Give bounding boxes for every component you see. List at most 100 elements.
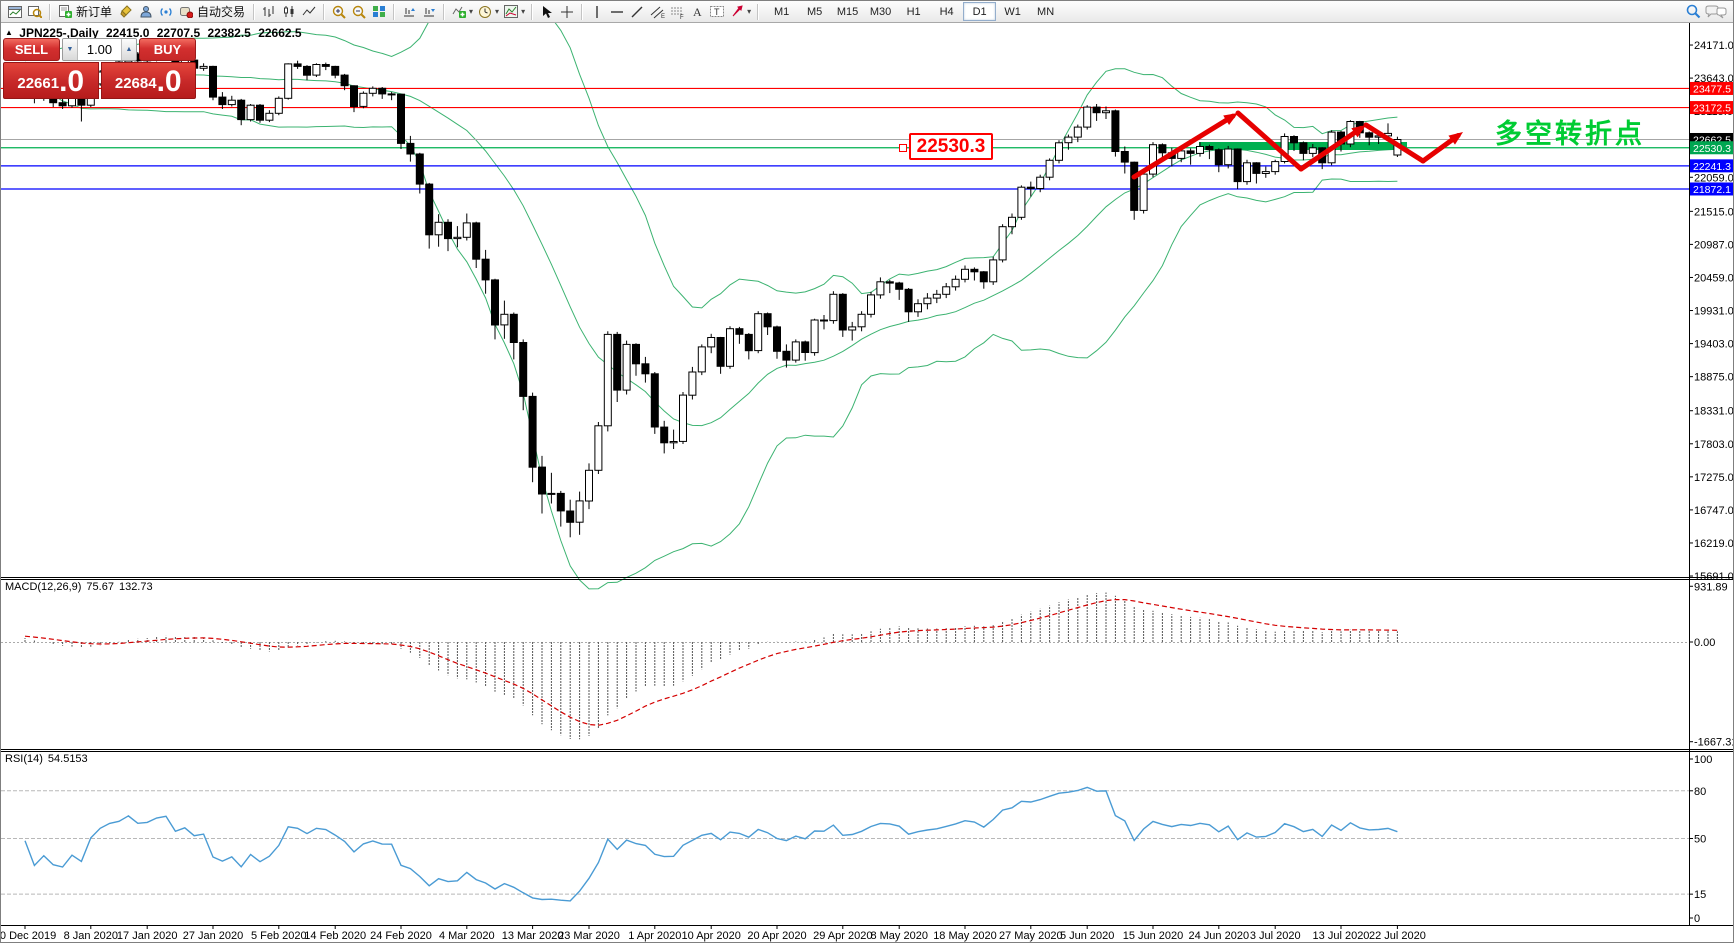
timeframe-button-M1[interactable]: M1	[773, 5, 790, 18]
volume-decrease-button[interactable]: ▼	[63, 39, 78, 60]
indicators-add-icon[interactable]	[449, 3, 469, 21]
pane-frame	[1, 23, 1733, 926]
macd-signal-line	[24, 598, 1398, 726]
sell-button[interactable]: SELL	[3, 38, 60, 61]
rsi-name: RSI(14)	[5, 753, 43, 765]
price-line-handle[interactable]	[899, 144, 907, 152]
new-order-label[interactable]: 新订单	[76, 5, 113, 19]
svg-text:18875.0: 18875.0	[1694, 372, 1734, 384]
svg-text:E: E	[661, 14, 665, 19]
svg-text:17 Jan 2020: 17 Jan 2020	[117, 930, 178, 942]
timeframe-button-W1[interactable]: W1	[1004, 5, 1021, 18]
price-level-label[interactable]: 22530.3	[909, 133, 993, 160]
periods-dropdown-caret[interactable]: ▾	[495, 7, 500, 16]
toolbar-separator	[49, 3, 51, 20]
timeframe-button-H1[interactable]: H1	[906, 5, 921, 18]
toolbar-separator	[443, 3, 446, 20]
svg-text:24171.0: 24171.0	[1694, 40, 1734, 52]
sell-price-box[interactable]: 22661 .0	[3, 62, 99, 99]
level-lines[interactable]	[1, 87, 1689, 190]
svg-text:8 Jan 2020: 8 Jan 2020	[64, 930, 118, 942]
trend-arrows[interactable]	[1131, 110, 1463, 180]
indicators-dropdown-caret[interactable]: ▾	[469, 7, 474, 16]
volume-value[interactable]: 1.00	[86, 42, 113, 57]
sell-price-main: 22661	[17, 75, 60, 92]
svg-text:17275.0: 17275.0	[1694, 472, 1734, 484]
vertical-line-icon[interactable]	[587, 3, 607, 21]
svg-text:A: A	[693, 5, 702, 18]
timeframe-button-H4[interactable]: H4	[939, 5, 954, 18]
tile-windows-icon[interactable]	[369, 3, 389, 21]
svg-text:23477.5: 23477.5	[1693, 83, 1731, 95]
arrows-dropdown-caret[interactable]: ▾	[747, 7, 752, 16]
periods-clock-icon[interactable]	[475, 3, 495, 21]
buy-price-box[interactable]: 22684 .0	[100, 62, 196, 99]
cursor-icon[interactable]	[537, 3, 557, 21]
text-label-icon[interactable]: T	[707, 3, 727, 21]
svg-text:24 Jun 2020: 24 Jun 2020	[1189, 930, 1250, 942]
arrows-tool-icon[interactable]	[727, 3, 747, 21]
horizontal-line-icon[interactable]	[607, 3, 627, 21]
macd-main-value: 75.67	[86, 581, 114, 593]
volume-stepper: ▼ 1.00 ▲	[62, 38, 137, 61]
svg-text:18331.0: 18331.0	[1694, 406, 1734, 418]
equidistant-channel-icon[interactable]: E	[647, 3, 667, 21]
svg-text:21515.0: 21515.0	[1694, 206, 1734, 218]
svg-text:0: 0	[1694, 913, 1700, 925]
svg-text:22059.0: 22059.0	[1694, 172, 1734, 184]
bar-chart-icon[interactable]	[259, 3, 279, 21]
text-icon[interactable]: A	[687, 3, 707, 21]
symbol-header: ▲ JPN225-,Daily 22415.0 22707.5 22382.5 …	[5, 26, 306, 40]
svg-text:19931.0: 19931.0	[1694, 306, 1734, 318]
symbol-name: JPN225-,Daily	[19, 26, 99, 40]
zoom-in-icon[interactable]	[329, 3, 349, 21]
crosshair-icon[interactable]	[557, 3, 577, 21]
turning-point-annotation[interactable]: 多空转折点	[1495, 119, 1645, 149]
timeframe-button-D1[interactable]: D1	[963, 2, 997, 21]
svg-text:T: T	[714, 7, 720, 17]
auto-trading-icon[interactable]	[176, 3, 196, 21]
svg-text:80: 80	[1694, 786, 1706, 798]
trendline-icon[interactable]	[627, 3, 647, 21]
svg-text:10 Apr 2020: 10 Apr 2020	[682, 930, 741, 942]
signals-icon[interactable]	[156, 3, 176, 21]
chart-shift-icon[interactable]	[419, 3, 439, 21]
svg-text:27 May 2020: 27 May 2020	[999, 930, 1063, 942]
candles	[21, 48, 1402, 538]
auto-trading-label[interactable]: 自动交易	[197, 5, 246, 19]
timeframe-button-M30[interactable]: M30	[869, 5, 892, 18]
profiles-icon[interactable]	[25, 3, 45, 21]
svg-text:14 Feb 2020: 14 Feb 2020	[304, 930, 366, 942]
svg-text:16747.0: 16747.0	[1694, 505, 1734, 517]
svg-text:17803.0: 17803.0	[1694, 439, 1734, 451]
panel-collapse-icon[interactable]: ▲	[5, 28, 13, 37]
buy-button[interactable]: BUY	[139, 38, 196, 61]
auto-scroll-icon[interactable]	[399, 3, 419, 21]
new-order-icon[interactable]	[55, 3, 75, 21]
svg-text:15 Jun 2020: 15 Jun 2020	[1123, 930, 1184, 942]
svg-text:8 May 2020: 8 May 2020	[870, 930, 927, 942]
timeframe-button-M15[interactable]: M15	[836, 5, 859, 18]
toolbar-separator	[581, 3, 584, 20]
new-chart-icon[interactable]	[5, 3, 25, 21]
templates-dropdown-caret[interactable]: ▾	[521, 7, 526, 16]
zoom-out-icon[interactable]	[349, 3, 369, 21]
expert-advisors-icon[interactable]	[136, 3, 156, 21]
svg-text:15: 15	[1694, 889, 1706, 901]
search-icon[interactable]	[1683, 3, 1703, 21]
svg-text:15691.0: 15691.0	[1694, 571, 1734, 583]
price-axis[interactable]: 24171.023643.023115.022059.021515.020987…	[1689, 40, 1734, 925]
chat-icon[interactable]	[1703, 3, 1729, 21]
volume-increase-button[interactable]: ▲	[121, 39, 136, 60]
fibonacci-icon[interactable]: F	[667, 3, 687, 21]
timeframe-button-MN[interactable]: MN	[1037, 5, 1055, 18]
styles-bucket-icon[interactable]	[116, 3, 136, 21]
toolbar-right-group	[1683, 3, 1729, 21]
templates-icon[interactable]	[501, 3, 521, 21]
timeframe-button-M5[interactable]: M5	[806, 5, 823, 18]
candlestick-chart-icon[interactable]	[279, 3, 299, 21]
line-chart-icon[interactable]	[299, 3, 319, 21]
